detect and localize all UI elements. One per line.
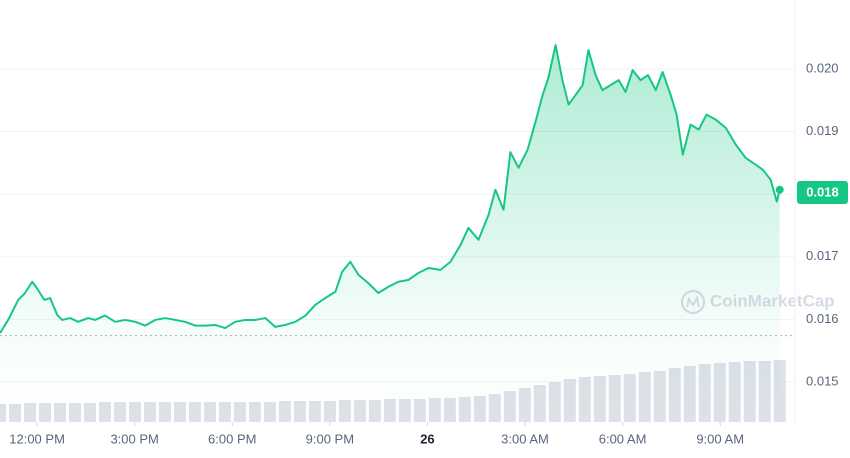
x-tick-label: 26 <box>420 431 434 446</box>
watermark-logo <box>680 289 706 315</box>
last-point <box>775 185 784 194</box>
watermark: CoinMarketCap <box>680 289 835 315</box>
watermark-text: CoinMarketCap <box>710 291 835 310</box>
x-tick-label: 9:00 PM <box>306 431 354 446</box>
line <box>0 44 784 334</box>
y-tick-label: 0.019 <box>806 123 839 138</box>
price-badge-bg <box>797 181 848 204</box>
price-area <box>0 45 780 422</box>
x-tick-label: 12:00 PM <box>9 431 65 446</box>
y-tick-label: 0.017 <box>806 248 839 263</box>
price-line <box>0 44 781 334</box>
area <box>0 45 780 422</box>
y-tick-label: 0.020 <box>806 60 839 75</box>
x-tick-label: 3:00 AM <box>501 431 549 446</box>
x-tick-label: 6:00 PM <box>208 431 256 446</box>
price-badge-text: 0.018 <box>806 184 839 199</box>
y-tick-label: 0.016 <box>806 311 839 326</box>
watermark-logo-mark <box>686 295 700 308</box>
price-badge: 0.018 <box>797 181 848 204</box>
x-tick-label: 3:00 PM <box>110 431 158 446</box>
x-tick-label: 6:00 AM <box>599 431 647 446</box>
x-tick-label: 9:00 AM <box>696 431 744 446</box>
y-tick-label: 0.015 <box>806 373 839 388</box>
